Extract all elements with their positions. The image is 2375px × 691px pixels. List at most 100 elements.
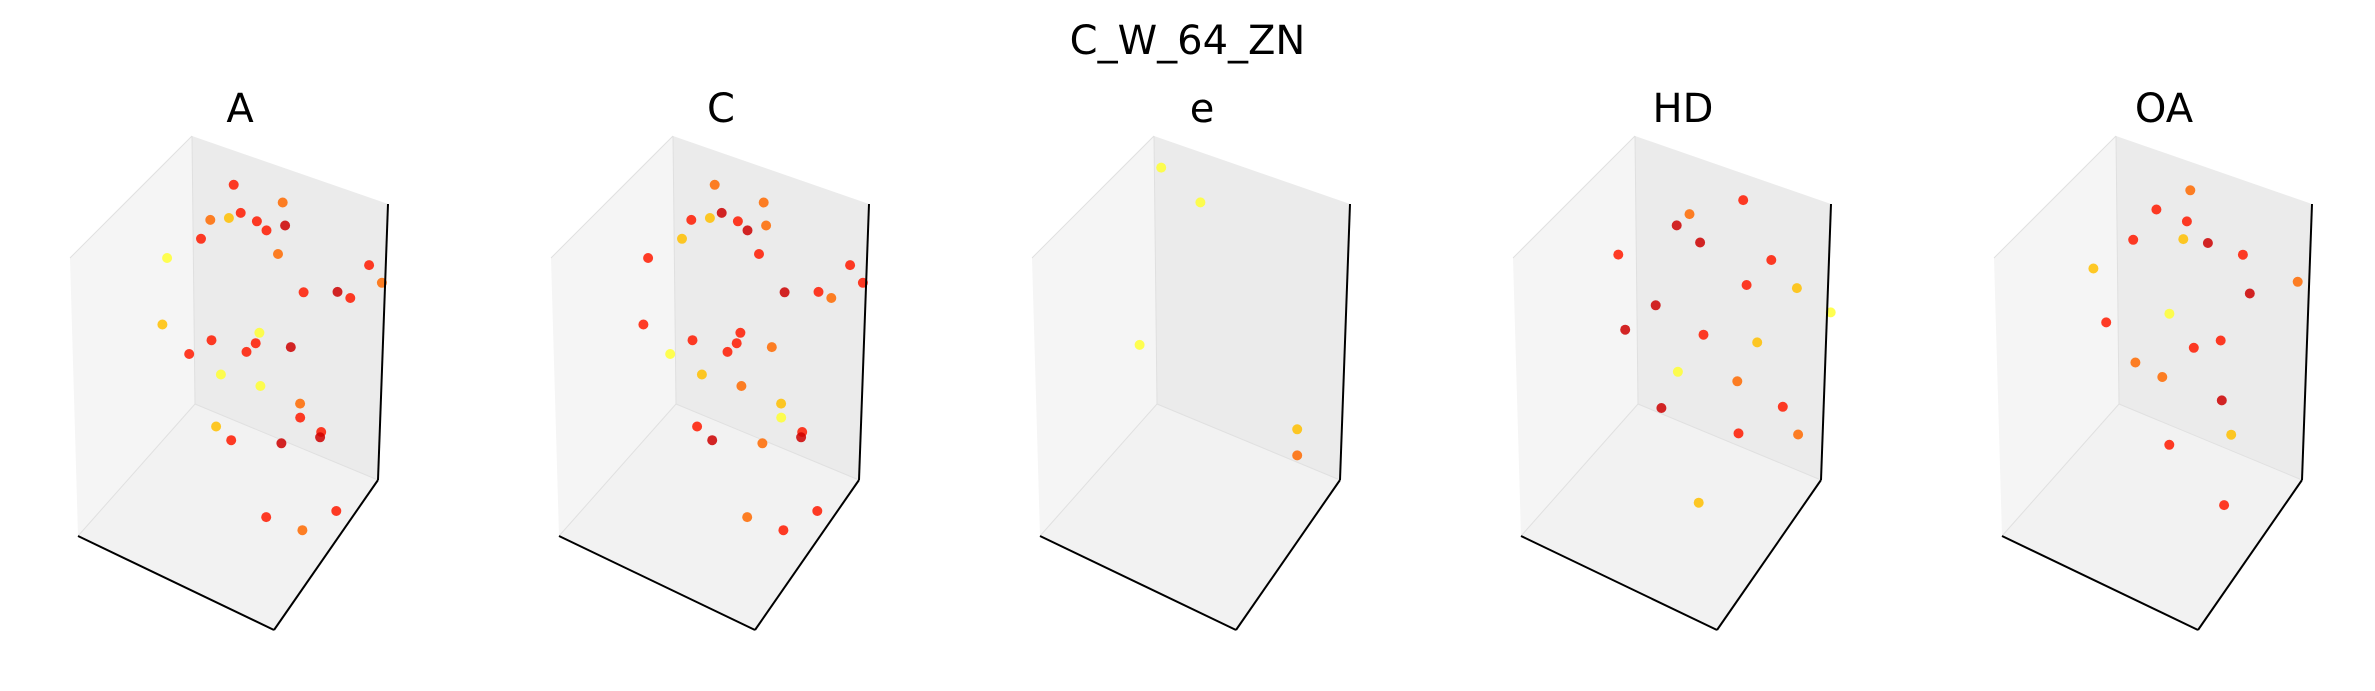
data-point bbox=[1195, 197, 1206, 208]
data-point bbox=[643, 253, 654, 263]
data-point bbox=[2151, 204, 2162, 215]
scatter3d-plot bbox=[69, 135, 389, 631]
x-axis-line bbox=[558, 535, 756, 631]
data-point bbox=[2128, 234, 2139, 245]
pane-edge bbox=[1634, 135, 1639, 405]
data-point bbox=[1671, 220, 1682, 231]
data-point bbox=[2244, 288, 2255, 299]
data-point bbox=[276, 438, 287, 449]
data-point bbox=[779, 287, 790, 298]
data-point bbox=[285, 342, 296, 353]
data-point bbox=[273, 249, 283, 259]
left-pane bbox=[551, 136, 676, 536]
pane-edge bbox=[1512, 135, 1636, 259]
data-point bbox=[776, 398, 787, 409]
data-point bbox=[1613, 249, 1624, 260]
pane-edge bbox=[69, 135, 193, 259]
data-point bbox=[754, 249, 764, 259]
x-axis-line bbox=[1520, 535, 1718, 631]
pane-edge bbox=[2115, 135, 2120, 405]
data-point bbox=[1620, 324, 1631, 335]
subplot-oa: OA bbox=[1924, 0, 2375, 691]
subplot-title: A bbox=[226, 86, 254, 132]
z-axis-line bbox=[1820, 203, 1832, 481]
data-point bbox=[315, 432, 326, 443]
data-point bbox=[251, 216, 262, 227]
data-point bbox=[2292, 276, 2303, 287]
data-point bbox=[226, 435, 237, 446]
floor-pane bbox=[559, 404, 859, 630]
pane-edge bbox=[2001, 403, 2120, 537]
data-point bbox=[261, 225, 272, 236]
data-point bbox=[223, 213, 234, 223]
y-axis-line bbox=[1235, 479, 1341, 631]
data-point bbox=[280, 220, 291, 231]
data-point bbox=[677, 233, 687, 244]
data-point bbox=[742, 225, 753, 236]
data-point bbox=[184, 349, 195, 359]
data-point bbox=[709, 179, 720, 190]
data-point bbox=[2164, 439, 2175, 450]
data-point bbox=[2157, 372, 2168, 382]
data-point bbox=[796, 432, 807, 443]
floor-pane bbox=[1040, 404, 1340, 630]
data-point bbox=[277, 197, 288, 208]
data-point bbox=[2216, 395, 2227, 406]
data-point bbox=[707, 435, 718, 446]
data-point bbox=[162, 253, 173, 263]
subplot-c: C bbox=[481, 0, 961, 691]
data-point bbox=[295, 398, 306, 409]
z-axis-line bbox=[377, 203, 389, 481]
figure-title: C_W_64_ZN bbox=[1069, 18, 1306, 64]
data-point bbox=[845, 260, 856, 271]
data-point bbox=[1292, 450, 1303, 461]
data-point bbox=[332, 286, 343, 297]
back-pane bbox=[192, 136, 388, 480]
pane-edge bbox=[1993, 135, 2117, 259]
data-point bbox=[742, 512, 753, 523]
data-point bbox=[205, 214, 216, 225]
data-point bbox=[364, 260, 375, 271]
pane-edge bbox=[1520, 403, 1639, 537]
data-point bbox=[758, 197, 769, 208]
data-point bbox=[696, 369, 707, 380]
back-pane bbox=[1154, 136, 1350, 480]
data-point bbox=[255, 381, 266, 391]
data-point bbox=[766, 342, 777, 353]
data-point bbox=[686, 214, 697, 225]
y-axis-line bbox=[2197, 479, 2303, 631]
data-point bbox=[1733, 428, 1744, 439]
data-point bbox=[206, 335, 217, 346]
pane-edge bbox=[1637, 403, 1822, 481]
data-point bbox=[297, 525, 308, 536]
subplot-e: e bbox=[962, 0, 1442, 691]
data-point bbox=[1793, 429, 1804, 440]
pane-edge bbox=[1039, 403, 1158, 537]
data-point bbox=[2185, 185, 2196, 196]
data-point bbox=[250, 338, 261, 349]
pane-edge bbox=[672, 135, 677, 405]
data-point bbox=[757, 438, 768, 449]
subplot-title: HD bbox=[1652, 86, 1714, 132]
data-point bbox=[704, 213, 715, 223]
data-point bbox=[1766, 255, 1777, 265]
pane-edge bbox=[1156, 403, 1341, 481]
scatter3d-plot bbox=[1993, 135, 2313, 631]
data-point bbox=[1656, 403, 1667, 413]
data-point bbox=[1777, 401, 1788, 412]
data-point bbox=[687, 335, 698, 346]
back-pane bbox=[1635, 136, 1831, 480]
data-point bbox=[1732, 376, 1743, 387]
data-point bbox=[1698, 329, 1709, 340]
data-point bbox=[1693, 497, 1704, 508]
data-point bbox=[2188, 342, 2199, 353]
z-axis-line bbox=[2301, 203, 2313, 481]
data-point bbox=[2219, 500, 2230, 511]
subplot-title: OA bbox=[2134, 86, 2194, 132]
data-point bbox=[1738, 195, 1749, 206]
pane-edge bbox=[1031, 135, 1155, 259]
data-point bbox=[692, 421, 703, 432]
back-pane bbox=[673, 136, 869, 480]
data-point bbox=[1695, 237, 1706, 248]
